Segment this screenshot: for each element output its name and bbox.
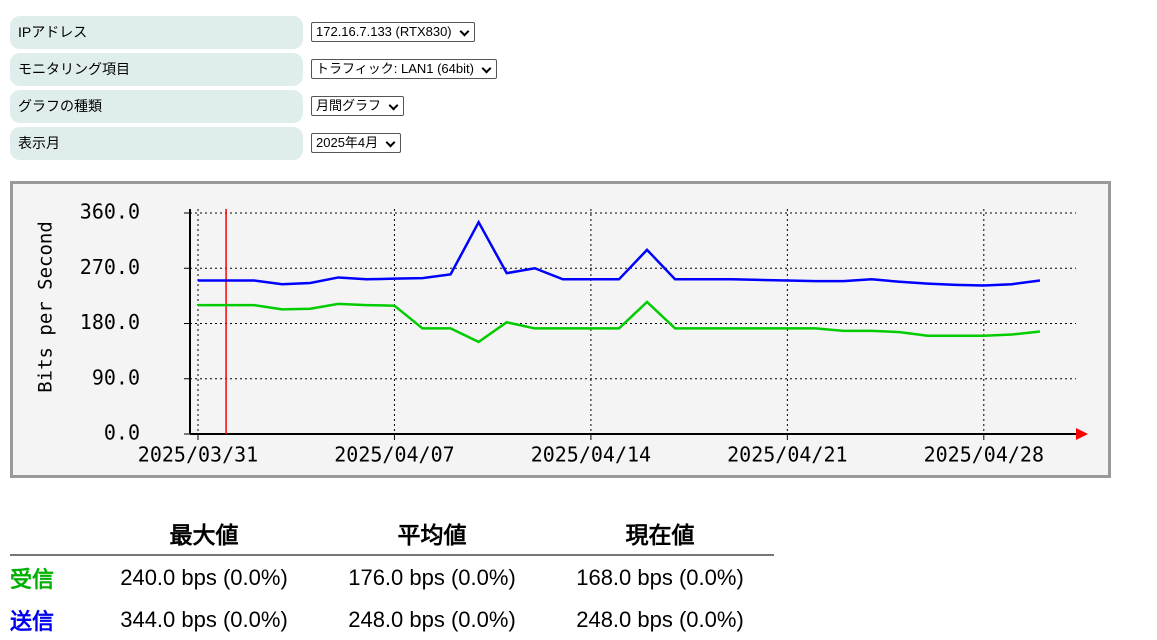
column-header: 最大値 [90, 512, 318, 556]
series-line [198, 219, 1041, 287]
y-tick-label: 0.0 [104, 421, 140, 445]
stat-value: 248.0 bps (0.0%) [576, 607, 744, 632]
field-label: IPアドレス [10, 16, 303, 49]
y-tick-label: 360.0 [80, 200, 140, 224]
series-line [198, 300, 1041, 344]
column-header: 平均値 [318, 512, 546, 556]
x-tick-label: 2025/04/14 [531, 443, 651, 467]
corner [10, 512, 90, 556]
stats-table: 最大値 平均値 現在値受信 240.0 bps (0.0%) 176.0 bps (0.… [10, 512, 774, 640]
y-tick-label: 90.0 [92, 365, 140, 389]
select[interactable]: 172.16.7.133 (RTX830) [311, 22, 475, 42]
x-tick-label: 2025/04/28 [924, 443, 1044, 467]
select[interactable]: 2025年4月 [311, 133, 402, 153]
stat-value: 248.0 bps (0.0%) [348, 607, 516, 632]
stat-value: 176.0 bps (0.0%) [348, 565, 516, 590]
header-row: 最大値 平均値 現在値 [10, 512, 774, 556]
row-label: 送信 [10, 609, 55, 634]
select[interactable]: トラフィック: LAN1 (64bit) [311, 59, 497, 79]
axis-arrow [1076, 428, 1088, 440]
select[interactable]: 月間グラフ [311, 96, 405, 116]
field-label: 表示月 [10, 127, 303, 160]
row-label: 受信 [10, 567, 55, 592]
stat-value: 168.0 bps (0.0%) [576, 565, 744, 590]
stat-value: 344.0 bps (0.0%) [120, 607, 288, 632]
y-tick-label: 270.0 [80, 255, 140, 279]
chart: Bits per Second 0.0 90.0 180.0 270.0 360.0 20… [10, 181, 1111, 478]
stat-value: 240.0 bps (0.0%) [120, 565, 288, 590]
x-tick-label: 2025/03/31 [138, 443, 258, 467]
y-tick-label: 180.0 [80, 310, 140, 334]
column-header: 現在値 [546, 512, 774, 556]
field-label: モニタリング項目 [10, 53, 303, 86]
stats-row: 受信 240.0 bps (0.0%) 176.0 bps (0.0%) 168.0 … [10, 555, 774, 598]
field-label: グラフの種類 [10, 90, 303, 123]
x-tick-label: 2025/04/07 [334, 443, 454, 467]
x-tick-label: 2025/04/21 [727, 443, 847, 467]
stats-row: 送信 344.0 bps (0.0%) 248.0 bps (0.0%) 248.0 … [10, 598, 774, 640]
y-axis-label: Bits per Second [35, 221, 57, 393]
